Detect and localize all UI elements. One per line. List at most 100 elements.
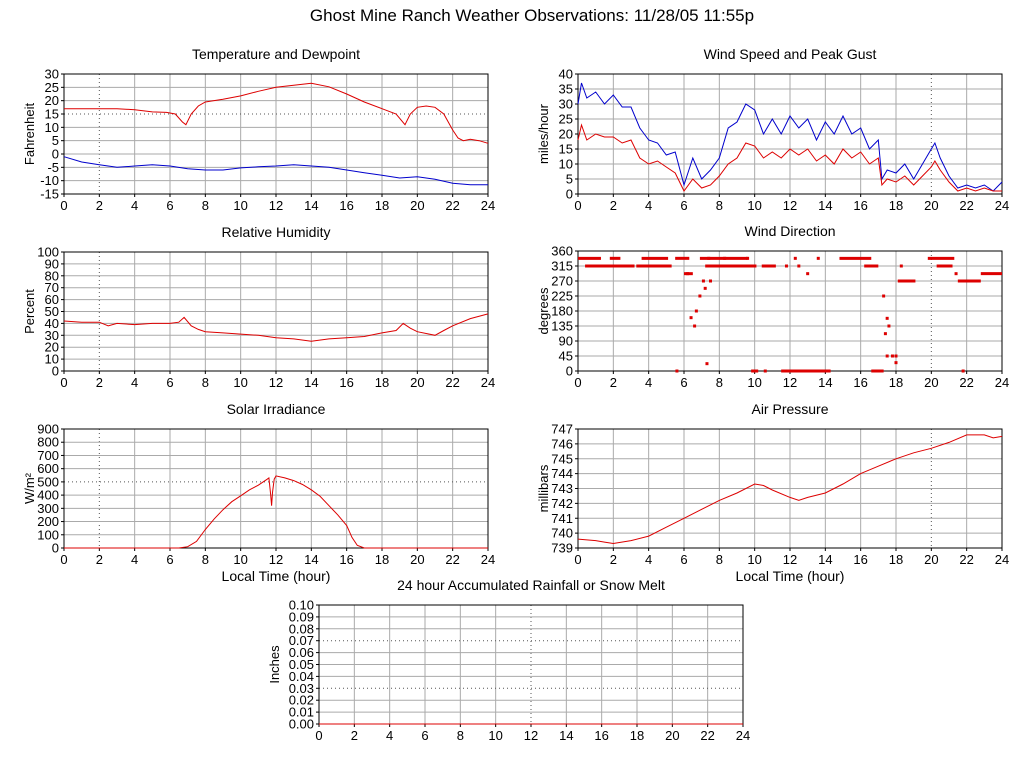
y-axis-label: Fahrenheit — [22, 103, 37, 166]
x-tick-label: 24 — [995, 375, 1009, 390]
y-tick-label: 100 — [37, 245, 59, 260]
x-tick-label: 4 — [386, 728, 393, 743]
y-tick-label: 35 — [559, 82, 573, 97]
x-tick-label: 10 — [233, 375, 247, 390]
y-tick-label: 500 — [37, 474, 59, 489]
y-tick-label: 90 — [45, 256, 59, 271]
x-tick-label: 16 — [853, 375, 867, 390]
y-tick-label: 746 — [551, 436, 573, 451]
x-tick-label: 22 — [959, 375, 973, 390]
x-tick-label: 0 — [574, 552, 581, 567]
x-tick-label: 20 — [410, 375, 424, 390]
data-point — [961, 369, 965, 373]
y-tick-label: 700 — [37, 448, 59, 463]
y-tick-label: 80 — [45, 268, 59, 283]
y-tick-label: 20 — [45, 93, 59, 108]
data-point — [709, 279, 712, 283]
data-point — [793, 256, 797, 260]
y-tick-label: 30 — [45, 328, 59, 343]
x-tick-label: 22 — [700, 728, 714, 743]
data-point — [707, 256, 711, 260]
y-tick-label: 0 — [52, 147, 59, 162]
x-tick-label: 24 — [995, 552, 1009, 567]
data-point — [816, 256, 820, 260]
x-tick-label: 2 — [96, 198, 103, 213]
x-tick-label: 12 — [269, 375, 283, 390]
y-tick-label: -10 — [40, 173, 59, 188]
x-tick-label: 22 — [445, 375, 459, 390]
x-tick-label: 10 — [747, 552, 761, 567]
y-tick-label: 0.10 — [289, 598, 314, 613]
data-point — [894, 361, 898, 365]
series-line — [64, 82, 489, 144]
y-tick-label: 0.09 — [289, 609, 314, 624]
x-axis-label: Local Time (hour) — [736, 568, 845, 584]
x-tick-label: 22 — [959, 552, 973, 567]
x-tick-label: 10 — [233, 198, 247, 213]
x-tick-label: 8 — [716, 375, 723, 390]
y-tick-label: 45 — [559, 349, 573, 364]
x-tick-label: 8 — [716, 552, 723, 567]
series-line — [577, 123, 1002, 192]
x-tick-label: 18 — [889, 552, 903, 567]
data-point — [883, 332, 887, 336]
y-tick-label: 225 — [551, 289, 573, 304]
data-point — [689, 316, 693, 320]
x-tick-label: 12 — [269, 198, 283, 213]
y-tick-label: 20 — [45, 340, 59, 355]
y-tick-label: 15 — [559, 142, 573, 157]
x-axis-label: Local Time (hour) — [222, 568, 331, 584]
data-point — [784, 264, 788, 268]
x-tick-label: 16 — [339, 198, 353, 213]
x-tick-label: 22 — [959, 198, 973, 213]
y-tick-label: 0.06 — [289, 645, 314, 660]
x-tick-label: 4 — [645, 375, 652, 390]
x-tick-label: 20 — [924, 552, 938, 567]
y-tick-label: 40 — [45, 316, 59, 331]
x-tick-label: 16 — [594, 728, 608, 743]
data-point — [797, 264, 801, 268]
x-tick-label: 6 — [166, 552, 173, 567]
y-tick-label: 200 — [37, 514, 59, 529]
data-point — [703, 286, 707, 290]
series-line — [577, 434, 1003, 545]
x-tick-label: 14 — [818, 375, 832, 390]
y-tick-label: 270 — [551, 274, 573, 289]
y-tick-label: 600 — [37, 461, 59, 476]
y-tick-label: 0.02 — [289, 693, 314, 708]
chart-title: Wind Speed and Peak Gust — [704, 46, 877, 62]
x-tick-label: 18 — [375, 198, 389, 213]
chart-title: 24 hour Accumulated Rainfall or Snow Mel… — [397, 577, 665, 593]
data-point — [806, 272, 810, 276]
x-tick-label: 10 — [488, 728, 502, 743]
y-tick-label: 135 — [551, 319, 573, 334]
x-tick-label: 8 — [457, 728, 464, 743]
y-axis-label: Inches — [267, 645, 282, 684]
x-tick-label: 18 — [375, 375, 389, 390]
x-tick-label: 22 — [445, 552, 459, 567]
x-tick-label: 14 — [304, 375, 318, 390]
y-tick-label: 747 — [551, 422, 573, 437]
x-tick-label: 0 — [60, 552, 67, 567]
y-tick-label: 10 — [45, 120, 59, 135]
data-point — [693, 324, 697, 328]
y-tick-label: 740 — [551, 526, 573, 541]
data-point — [899, 264, 903, 268]
y-tick-label: 25 — [45, 80, 59, 95]
x-tick-label: 6 — [680, 198, 687, 213]
data-point — [723, 256, 727, 260]
y-tick-label: 0.00 — [289, 717, 314, 732]
data-point — [698, 294, 702, 298]
data-point — [694, 309, 698, 313]
x-tick-label: 24 — [481, 552, 495, 567]
x-tick-label: 24 — [481, 375, 495, 390]
y-tick-label: 5 — [566, 172, 573, 187]
x-tick-label: 14 — [559, 728, 573, 743]
x-tick-label: 8 — [202, 375, 209, 390]
x-tick-label: 0 — [574, 198, 581, 213]
y-tick-label: 10 — [45, 352, 59, 367]
